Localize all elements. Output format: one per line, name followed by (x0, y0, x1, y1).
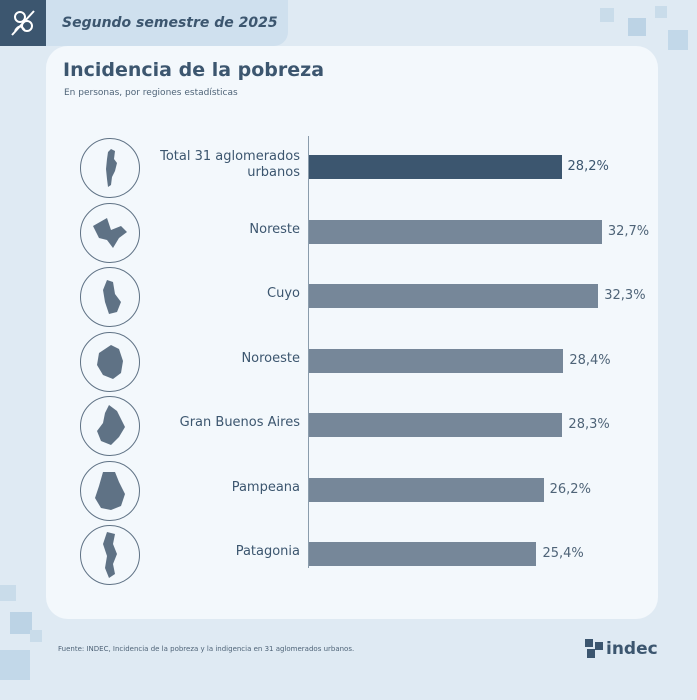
argentina-map-icon (80, 138, 140, 198)
noroeste-region-map-icon (80, 331, 140, 392)
category-axis-line (308, 136, 309, 568)
category-label: Gran Buenos Aires (179, 415, 300, 430)
period-label: Segundo semestre de 2025 (62, 15, 278, 31)
brand-name: indec (606, 639, 658, 659)
bar (309, 155, 562, 179)
bar (309, 348, 564, 373)
category-label: Pampeana (231, 479, 300, 495)
bar (309, 542, 537, 566)
value-label: 28,4% (569, 352, 611, 368)
chart-card: Incidencia de la pobreza En personas, po… (46, 46, 658, 619)
bar (309, 284, 599, 308)
category-label: Patagonia (235, 544, 300, 559)
category-label: Noroeste (241, 350, 300, 366)
value-label: 32,3% (604, 288, 646, 303)
bar (309, 219, 602, 244)
header-banner: Segundo semestre de 2025 (0, 0, 288, 46)
indec-brand-icon (585, 639, 603, 658)
value-label: 32,7% (607, 223, 650, 239)
value-label: 25,4% (542, 546, 584, 561)
pampeana-region-map-icon (80, 460, 140, 521)
category-label: Cuyo (267, 286, 300, 301)
category-label: Noreste (249, 221, 300, 237)
bar (309, 477, 544, 502)
chart-title: Incidencia de la pobreza (63, 59, 325, 81)
poverty-theme-icon (11, 10, 35, 36)
chart-subtitle: En personas, por regiones estadísticas (64, 88, 238, 98)
patagonia-region-map-icon (80, 525, 140, 585)
gran-buenos-aires-map-icon (80, 396, 140, 456)
value-label: 28,3% (568, 417, 610, 432)
bar (309, 413, 563, 437)
source-note: Fuente: INDEC, Incidencia de la pobreza … (58, 645, 355, 653)
noreste-region-map-icon (80, 202, 140, 263)
category-label: Total 31 aglomerados urbanos (160, 149, 300, 180)
indec-logo-box (0, 0, 46, 46)
cuyo-region-map-icon (80, 267, 140, 327)
value-label: 28,2% (567, 159, 609, 174)
value-label: 26,2% (549, 481, 591, 497)
